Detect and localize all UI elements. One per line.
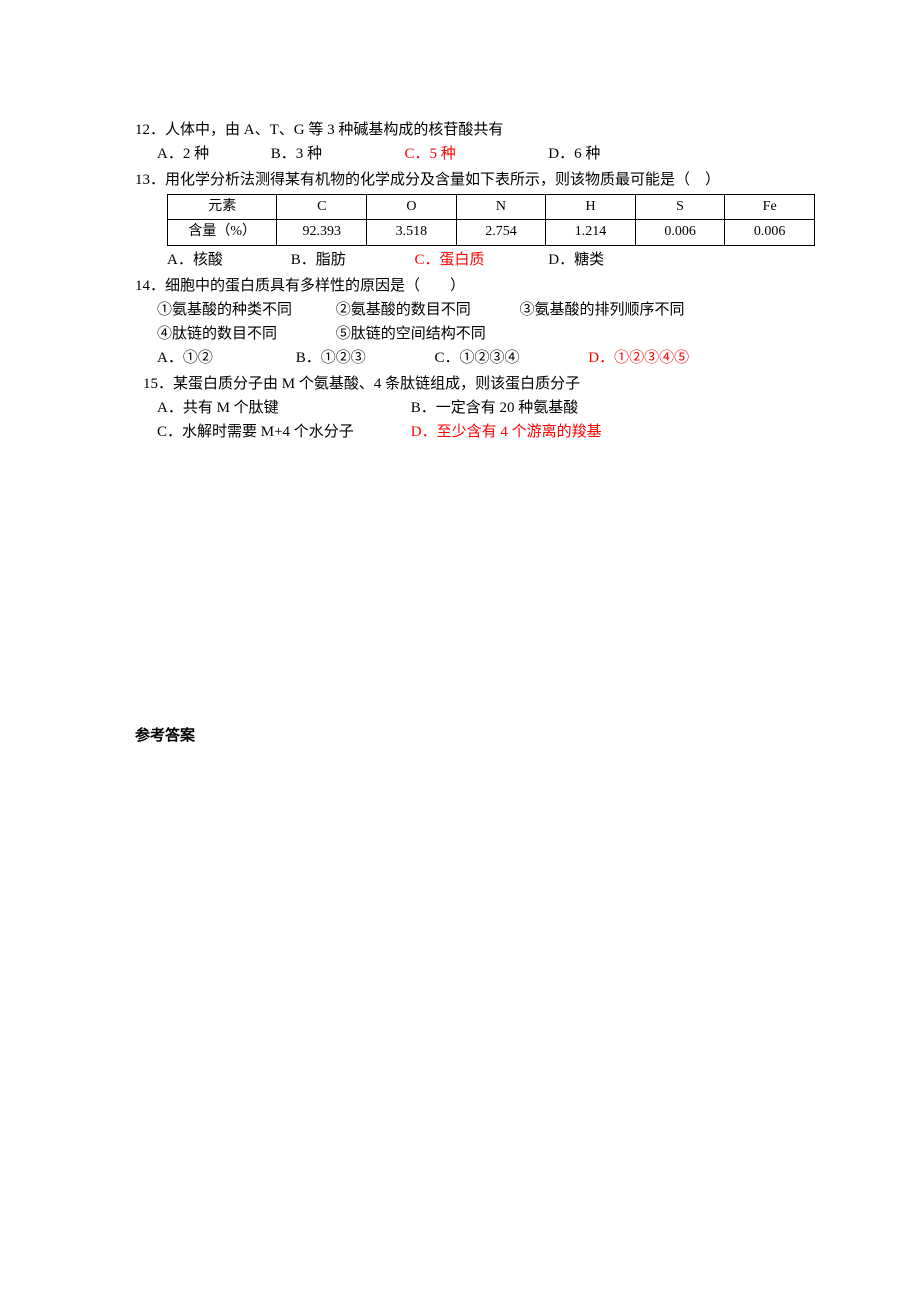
table-cell: Fe [725, 195, 815, 220]
question-13: 13．用化学分析法测得某有机物的化学成分及含量如下表所示，则该物质最可能是（ ）… [135, 168, 785, 272]
q14-option-a: A．①② [157, 346, 292, 370]
q14-option-b: B．①②③ [296, 346, 431, 370]
table-cell-label: 元素 [168, 195, 277, 220]
table-cell: 3.518 [367, 220, 457, 245]
q15-options-line2: C．水解时需要 M+4 个水分子 D．至少含有 4 个游离的羧基 [157, 420, 785, 444]
answer-key-heading: 参考答案 [135, 724, 785, 748]
q13-option-a: A．核酸 [167, 248, 287, 272]
table-cell: 2.754 [456, 220, 546, 245]
table-cell: 92.393 [277, 220, 367, 245]
q14-text: 14．细胞中的蛋白质具有多样性的原因是（ ） [135, 274, 785, 298]
q13-option-c: C．蛋白质 [415, 248, 545, 272]
q12-option-c: C．5 种 [405, 142, 545, 166]
q13-text: 13．用化学分析法测得某有机物的化学成分及含量如下表所示，则该物质最可能是（ ） [135, 168, 785, 192]
q14-option-d: D．①②③④⑤ [588, 346, 689, 370]
table-cell: 1.214 [546, 220, 636, 245]
q14-stmt-5: ⑤肽链的空间结构不同 [336, 322, 486, 346]
q13-table: 元素 C O N H S Fe 含量（%） 92.393 3.518 2.754… [167, 194, 815, 246]
table-cell: H [546, 195, 636, 220]
q15-options-line1: A．共有 M 个肽键 B．一定含有 20 种氨基酸 [157, 396, 785, 420]
q14-stmt-2: ②氨基酸的数目不同 [336, 298, 516, 322]
q15-option-d: D．至少含有 4 个游离的羧基 [411, 420, 602, 444]
q14-stmt-1: ①氨基酸的种类不同 [157, 298, 332, 322]
table-cell: 0.006 [725, 220, 815, 245]
q13-option-d: D．糖类 [548, 248, 604, 272]
q14-stmt-3: ③氨基酸的排列顺序不同 [520, 298, 685, 322]
q15-option-b: B．一定含有 20 种氨基酸 [411, 396, 579, 420]
table-cell: 0.006 [635, 220, 725, 245]
q15-option-a: A．共有 M 个肽键 [157, 396, 407, 420]
q12-option-b: B．3 种 [271, 142, 401, 166]
question-14: 14．细胞中的蛋白质具有多样性的原因是（ ） ①氨基酸的种类不同 ②氨基酸的数目… [135, 274, 785, 370]
q13-options: A．核酸 B．脂肪 C．蛋白质 D．糖类 [167, 248, 785, 272]
table-row: 元素 C O N H S Fe [168, 195, 815, 220]
table-cell: S [635, 195, 725, 220]
table-cell: N [456, 195, 546, 220]
q14-statements-line2: ④肽链的数目不同 ⑤肽链的空间结构不同 [157, 322, 785, 346]
table-cell: C [277, 195, 367, 220]
table-cell: O [367, 195, 457, 220]
q15-option-c: C．水解时需要 M+4 个水分子 [157, 420, 407, 444]
q15-text: 15．某蛋白质分子由 M 个氨基酸、4 条肽链组成，则该蛋白质分子 [143, 372, 785, 396]
q12-text: 12．人体中，由 A、T、G 等 3 种碱基构成的核苷酸共有 [135, 118, 785, 142]
question-15: 15．某蛋白质分子由 M 个氨基酸、4 条肽链组成，则该蛋白质分子 A．共有 M… [135, 372, 785, 444]
q12-option-a: A．2 种 [157, 142, 267, 166]
question-12: 12．人体中，由 A、T、G 等 3 种碱基构成的核苷酸共有 A．2 种 B．3… [135, 118, 785, 166]
q12-options: A．2 种 B．3 种 C．5 种 D．6 种 [157, 142, 785, 166]
q14-option-c: C．①②③④ [435, 346, 585, 370]
table-cell-label: 含量（%） [168, 220, 277, 245]
q14-options: A．①② B．①②③ C．①②③④ D．①②③④⑤ [157, 346, 785, 370]
table-row: 含量（%） 92.393 3.518 2.754 1.214 0.006 0.0… [168, 220, 815, 245]
q14-stmt-4: ④肽链的数目不同 [157, 322, 332, 346]
q14-statements-line1: ①氨基酸的种类不同 ②氨基酸的数目不同 ③氨基酸的排列顺序不同 [157, 298, 785, 322]
q13-option-b: B．脂肪 [291, 248, 411, 272]
q12-option-d: D．6 种 [548, 142, 600, 166]
